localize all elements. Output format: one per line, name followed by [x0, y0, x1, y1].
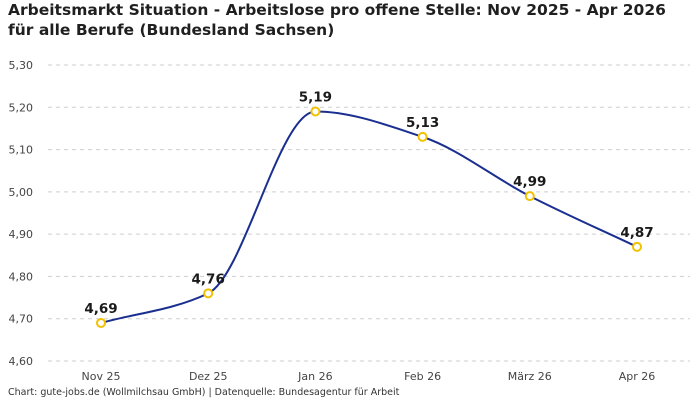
- y-axis-ticks: 4,60 4,70 4,80 4,90 5,00 5,10 5,20 5,30: [9, 59, 34, 368]
- series-layer: [100, 110, 638, 324]
- y-tick-label: 4,90: [9, 228, 34, 241]
- y-tick-label: 5,00: [9, 186, 34, 199]
- data-label: 5,13: [406, 115, 439, 131]
- x-tick-label: Dez 25: [189, 370, 228, 383]
- data-label: 4,87: [620, 225, 653, 241]
- data-point: [524, 191, 535, 202]
- data-label: 4,69: [84, 301, 117, 317]
- y-tick-label: 5,20: [9, 101, 34, 114]
- series-line: [100, 110, 638, 324]
- x-tick-label: Jan 26: [297, 370, 332, 383]
- data-label: 4,99: [513, 174, 546, 190]
- y-tick-label: 5,30: [9, 59, 34, 72]
- data-point: [96, 317, 106, 328]
- data-labels: 4,69 4,76 5,19 5,13 4,99 4,87: [84, 90, 653, 317]
- data-label: 4,76: [192, 271, 225, 287]
- x-tick-label: Nov 25: [82, 370, 121, 383]
- x-tick-label: Feb 26: [404, 370, 441, 383]
- y-tick-label: 4,60: [9, 355, 34, 368]
- data-label: 5,19: [299, 90, 332, 106]
- x-axis-ticks: Nov 25 Dez 25 Jan 26 Feb 26 März 26 Apr 26: [82, 370, 656, 383]
- chart-source: Chart: gute-jobs.de (Wollmilchsau GmbH) …: [8, 387, 400, 398]
- y-tick-label: 5,10: [9, 144, 34, 157]
- data-point: [310, 106, 321, 117]
- chart-title: Arbeitsmarkt Situation - Arbeitslose pro…: [8, 1, 666, 39]
- x-tick-label: März 26: [508, 370, 552, 383]
- data-point: [417, 131, 428, 142]
- data-point: [203, 288, 214, 299]
- gridlines: [48, 64, 690, 362]
- data-point: [632, 241, 642, 252]
- y-tick-label: 4,70: [9, 313, 34, 326]
- y-tick-label: 4,80: [9, 270, 34, 283]
- points-layer: [96, 106, 642, 328]
- x-tick-label: Apr 26: [619, 370, 656, 383]
